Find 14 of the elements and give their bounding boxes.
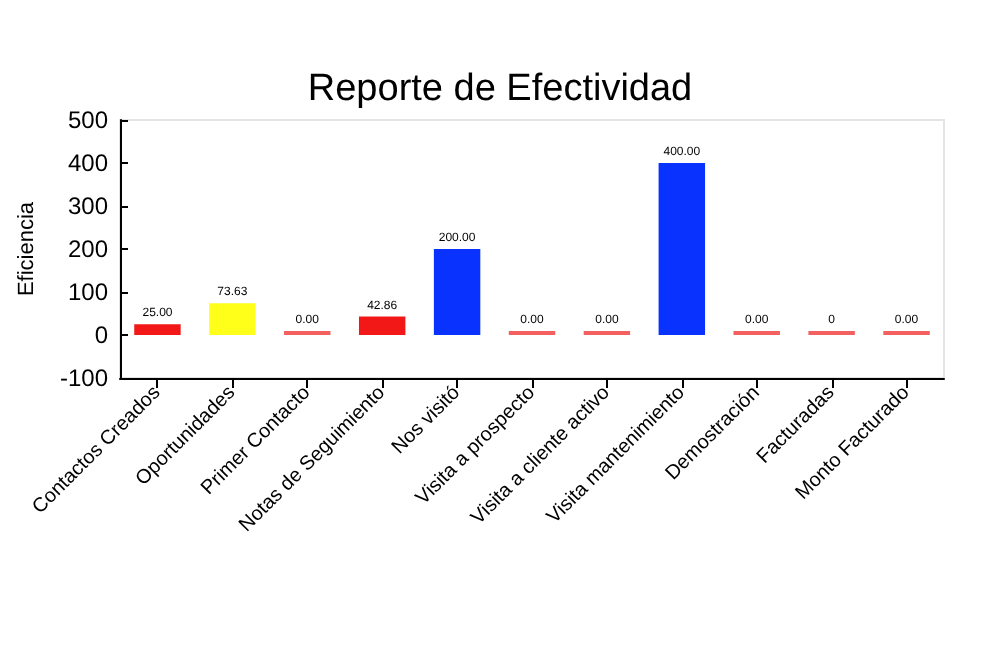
y-tick-label: 200 — [67, 235, 109, 263]
y-tick-label: 0 — [94, 321, 109, 349]
y-tick-label: 500 — [67, 106, 109, 134]
y-axis-title: Eficiencia — [15, 200, 40, 297]
bar — [433, 249, 481, 335]
bar — [134, 324, 181, 335]
y-tick-label: 300 — [67, 192, 109, 220]
y-tick-label: 400 — [67, 149, 109, 177]
bar — [658, 163, 706, 335]
bar — [209, 303, 256, 335]
chart-title: Reporte de Efectividad — [307, 68, 693, 110]
y-tick-label: -100 — [59, 364, 109, 392]
bar — [358, 316, 406, 335]
y-tick-label: 100 — [67, 278, 109, 306]
